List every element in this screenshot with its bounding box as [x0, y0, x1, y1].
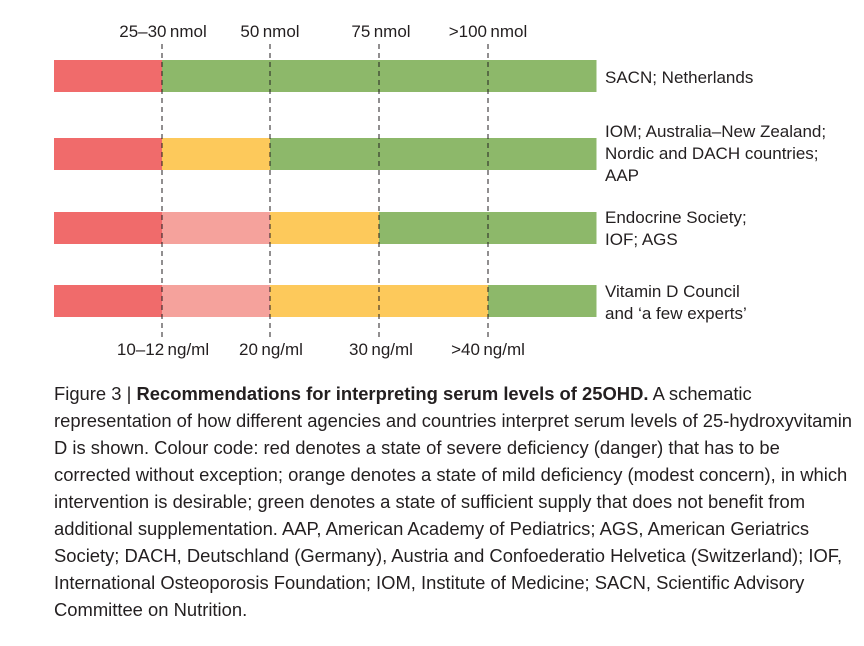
recommendation-diagram: 25–30 nmol 50 nmol 75 nmol >100 nmol 10–12 … — [54, 22, 826, 359]
bar-segment-green — [379, 60, 489, 92]
row-label-line: SACN; Netherlands — [605, 68, 753, 87]
bar-segment-green — [270, 138, 380, 170]
bar-segment-orange — [379, 285, 489, 317]
bar-segment-green — [488, 138, 597, 170]
ngml-threshold-label: 20 ng/ml — [239, 340, 303, 359]
figure-caption: Figure 3 | Recommendations for interpret… — [54, 380, 854, 623]
bar-segment-green — [488, 212, 597, 244]
row-label-line: IOF; AGS — [605, 230, 678, 249]
figure-caption-body: A schematic representation of how differ… — [54, 383, 853, 620]
figure-title: Recommendations for interpreting serum l… — [136, 383, 649, 404]
row-label-line: and ‘a few experts’ — [605, 304, 747, 323]
ngml-labels: 10–12 ng/ml 20 ng/ml 30 ng/ml >40 ng/ml — [117, 340, 525, 359]
nmol-threshold-label: 75 nmol — [351, 22, 410, 41]
bar-segment-orange — [270, 285, 380, 317]
nmol-threshold-label: 25–30 nmol — [119, 22, 207, 41]
bar-segment-green — [270, 60, 380, 92]
threshold-dividers — [161, 44, 489, 338]
row-label-line: AAP — [605, 166, 639, 185]
row-label-line: Endocrine Society; — [605, 208, 747, 227]
bar-segment-green — [379, 138, 489, 170]
bar-segment-orange — [270, 212, 380, 244]
nmol-threshold-label: 50 nmol — [240, 22, 299, 41]
bars-group — [54, 60, 597, 317]
ngml-threshold-label: 10–12 ng/ml — [117, 340, 209, 359]
figure-number: Figure 3 | — [54, 383, 137, 404]
bar-segment-orange — [162, 138, 271, 170]
nmol-labels: 25–30 nmol 50 nmol 75 nmol >100 nmol — [119, 22, 527, 41]
ngml-threshold-label: 30 ng/ml — [349, 340, 413, 359]
bar-segment-light_red — [162, 285, 271, 317]
row-label-line: Vitamin D Council — [605, 282, 740, 301]
bar-segment-red — [54, 60, 163, 92]
row-label-line: Nordic and DACH countries; — [605, 144, 819, 163]
bar-segment-red — [54, 285, 163, 317]
bar-segment-red — [54, 138, 163, 170]
bar-segment-green — [162, 60, 271, 92]
ngml-threshold-label: >40 ng/ml — [451, 340, 525, 359]
row-label-line: IOM; Australia–New Zealand; — [605, 122, 826, 141]
bar-segment-green — [488, 285, 597, 317]
bar-segment-red — [54, 212, 163, 244]
row-labels: SACN; Netherlands IOM; Australia–New Zeal… — [605, 68, 826, 323]
bar-segment-light_red — [162, 212, 271, 244]
nmol-threshold-label: >100 nmol — [449, 22, 528, 41]
bar-segment-green — [379, 212, 489, 244]
bar-segment-green — [488, 60, 597, 92]
